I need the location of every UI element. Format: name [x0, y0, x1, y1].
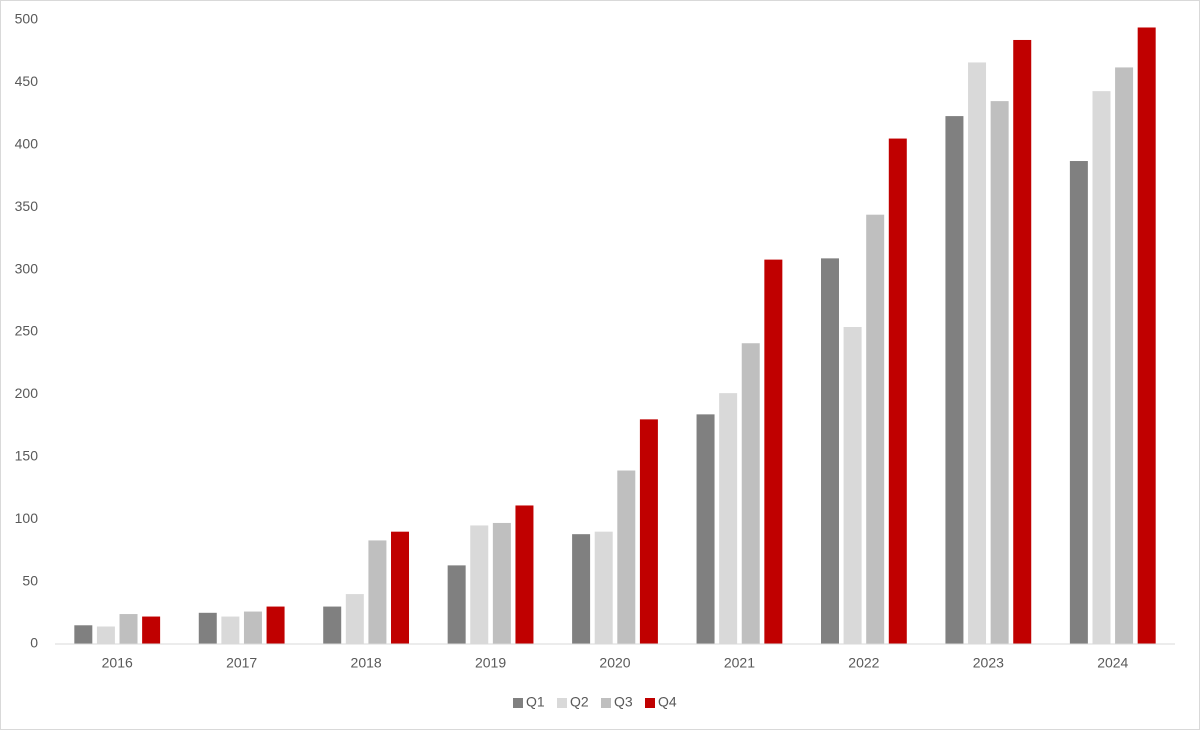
bar [221, 616, 240, 644]
x-tick-label: 2018 [351, 655, 382, 671]
bar [1092, 91, 1111, 645]
bar [990, 101, 1009, 645]
x-tick-label: 2021 [724, 655, 755, 671]
x-tick-label: 2020 [599, 655, 630, 671]
bar [515, 505, 534, 644]
y-tick-label: 250 [15, 323, 39, 339]
y-tick-label: 500 [15, 11, 39, 27]
bar [447, 565, 466, 644]
y-tick-label: 400 [15, 136, 39, 152]
bar [142, 616, 161, 644]
y-tick-label: 450 [15, 73, 39, 89]
y-tick-label: 50 [22, 572, 38, 588]
bar [119, 614, 138, 644]
bar [470, 525, 489, 644]
bar [696, 414, 715, 644]
bar [866, 214, 885, 645]
bar [96, 626, 115, 644]
bar [368, 540, 387, 644]
bar [572, 534, 591, 644]
bar [323, 606, 342, 644]
x-tick-label: 2024 [1097, 655, 1128, 671]
legend-swatch [645, 698, 655, 708]
bar [719, 393, 738, 644]
y-tick-label: 200 [15, 385, 39, 401]
y-tick-label: 300 [15, 260, 39, 276]
bar [243, 611, 262, 644]
bar [1115, 67, 1134, 644]
x-tick-label: 2017 [226, 655, 257, 671]
bar [968, 62, 987, 644]
bar [345, 594, 364, 644]
bar [888, 138, 907, 644]
bar [820, 258, 839, 644]
bar [1013, 39, 1032, 644]
bar [1137, 27, 1156, 645]
legend-swatch [601, 698, 611, 708]
y-tick-label: 100 [15, 510, 39, 526]
x-tick-label: 2023 [973, 655, 1004, 671]
x-tick-label: 2016 [102, 655, 133, 671]
y-tick-label: 0 [30, 635, 38, 651]
bar [945, 116, 964, 644]
y-tick-label: 350 [15, 198, 39, 214]
legend-swatch [557, 698, 567, 708]
x-tick-label: 2019 [475, 655, 506, 671]
bar [391, 531, 410, 644]
x-tick-label: 2022 [848, 655, 879, 671]
legend-label: Q3 [614, 694, 633, 710]
bar [843, 327, 862, 644]
y-tick-label: 150 [15, 448, 39, 464]
bar [198, 612, 217, 644]
bar [1069, 161, 1088, 645]
bar [74, 625, 93, 644]
bar [639, 419, 658, 644]
legend-swatch [513, 698, 523, 708]
bar [617, 470, 636, 644]
bar [492, 522, 511, 644]
legend-label: Q4 [658, 694, 677, 710]
legend-label: Q2 [570, 694, 589, 710]
bar [594, 531, 613, 644]
legend-label: Q1 [526, 694, 545, 710]
bar [741, 343, 760, 644]
bar [266, 606, 285, 644]
bar [764, 259, 783, 644]
